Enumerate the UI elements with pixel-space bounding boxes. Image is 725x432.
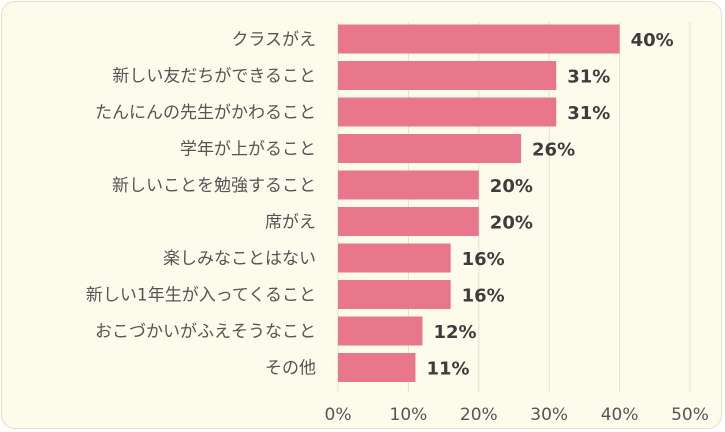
bar xyxy=(338,134,522,163)
x-tick-label: 40% xyxy=(601,405,639,425)
bar xyxy=(338,280,451,309)
bar xyxy=(338,170,479,200)
value-label: 20% xyxy=(490,176,533,197)
value-label: 26% xyxy=(532,140,575,161)
category-label: クラスがえ xyxy=(231,30,316,50)
category-label: おこづかいがふえそうなこと xyxy=(95,322,316,342)
value-label: 16% xyxy=(462,286,505,307)
value-label: 31% xyxy=(567,67,610,88)
value-label: 40% xyxy=(631,30,674,51)
x-tick-label: 0% xyxy=(325,405,352,425)
x-tick-label: 30% xyxy=(530,405,568,425)
bar xyxy=(338,243,451,273)
category-label: 席がえ xyxy=(265,213,316,233)
category-label: 楽しみなことはない xyxy=(163,249,316,269)
x-tick-label: 10% xyxy=(390,405,428,425)
category-label: 新しい友だちができること xyxy=(112,67,316,87)
category-label: 新しいことを勉強すること xyxy=(112,176,316,196)
x-axis-ticks: 0% 10% 20% 30% 40% 50% xyxy=(325,405,709,425)
bar xyxy=(338,61,557,90)
value-label: 16% xyxy=(462,249,505,270)
bars xyxy=(338,24,620,382)
x-tick-label: 50% xyxy=(671,405,709,425)
value-label: 12% xyxy=(433,322,476,343)
category-label: たんにんの先生がかわること xyxy=(95,103,316,123)
value-labels: 40% 31% 31% 26% 20% 20% 16% 16% 12% 11% xyxy=(426,30,673,380)
bar xyxy=(338,316,423,346)
value-label: 11% xyxy=(426,359,469,380)
bar xyxy=(338,353,416,382)
value-label: 31% xyxy=(567,103,610,124)
category-label: 学年が上がること xyxy=(180,140,316,160)
category-label: 新しい1年生が入ってくること xyxy=(86,286,316,306)
bar xyxy=(338,207,479,236)
category-label: その他 xyxy=(265,359,316,379)
bar xyxy=(338,24,620,54)
x-tick-label: 20% xyxy=(460,405,498,425)
value-label: 20% xyxy=(490,213,533,234)
bar xyxy=(338,97,557,127)
category-labels: クラスがえ新しい友だちができることたんにんの先生がかわること学年が上がること新し… xyxy=(86,30,316,379)
